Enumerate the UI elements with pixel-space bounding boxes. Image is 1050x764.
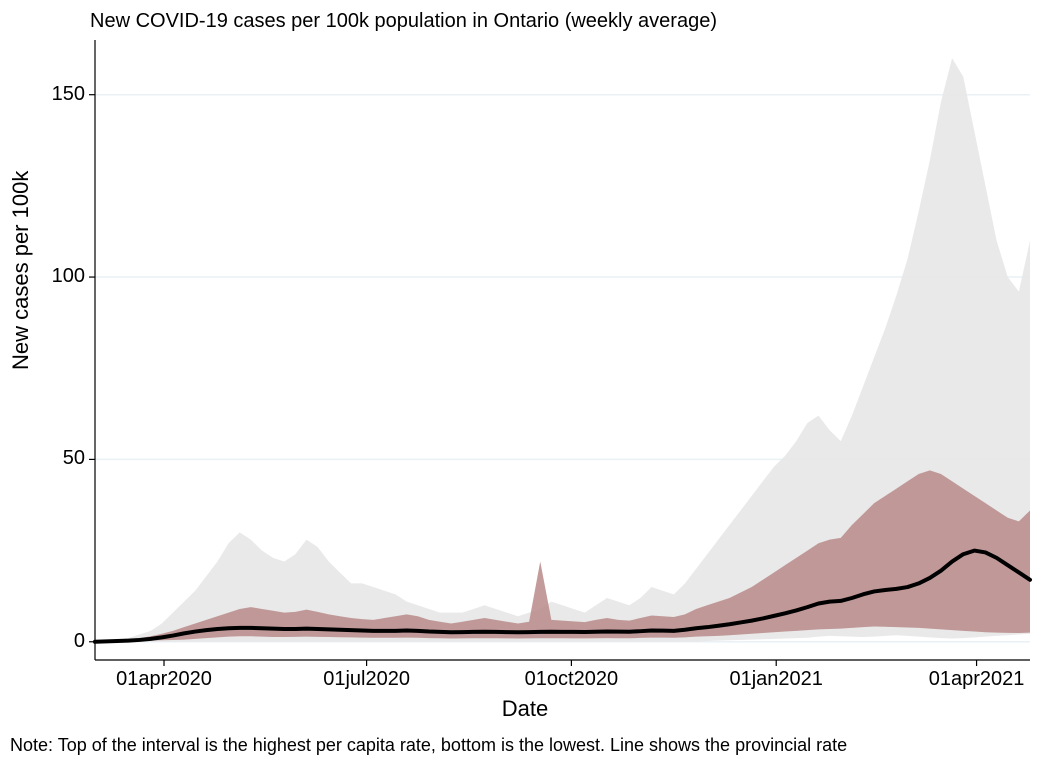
chart-note: Note: Top of the interval is the highest… bbox=[10, 735, 847, 756]
y-tick-label: 0 bbox=[35, 630, 85, 653]
y-tick-label: 50 bbox=[35, 447, 85, 470]
y-tick-label: 150 bbox=[35, 83, 85, 106]
x-tick-label: 01jul2020 bbox=[287, 668, 447, 691]
x-tick-label: 01apr2020 bbox=[84, 668, 244, 691]
x-tick-label: 01jan2021 bbox=[696, 668, 856, 691]
x-axis-label: Date bbox=[0, 696, 1050, 722]
chart-plot bbox=[95, 40, 1030, 680]
chart-container: New COVID-19 cases per 100k population i… bbox=[0, 0, 1050, 764]
x-tick-label: 01oct2020 bbox=[491, 668, 651, 691]
chart-title: New COVID-19 cases per 100k population i… bbox=[90, 10, 717, 33]
y-axis-label: New cases per 100k bbox=[8, 171, 34, 370]
x-tick-label: 01apr2021 bbox=[897, 668, 1050, 691]
y-tick-label: 100 bbox=[35, 265, 85, 288]
